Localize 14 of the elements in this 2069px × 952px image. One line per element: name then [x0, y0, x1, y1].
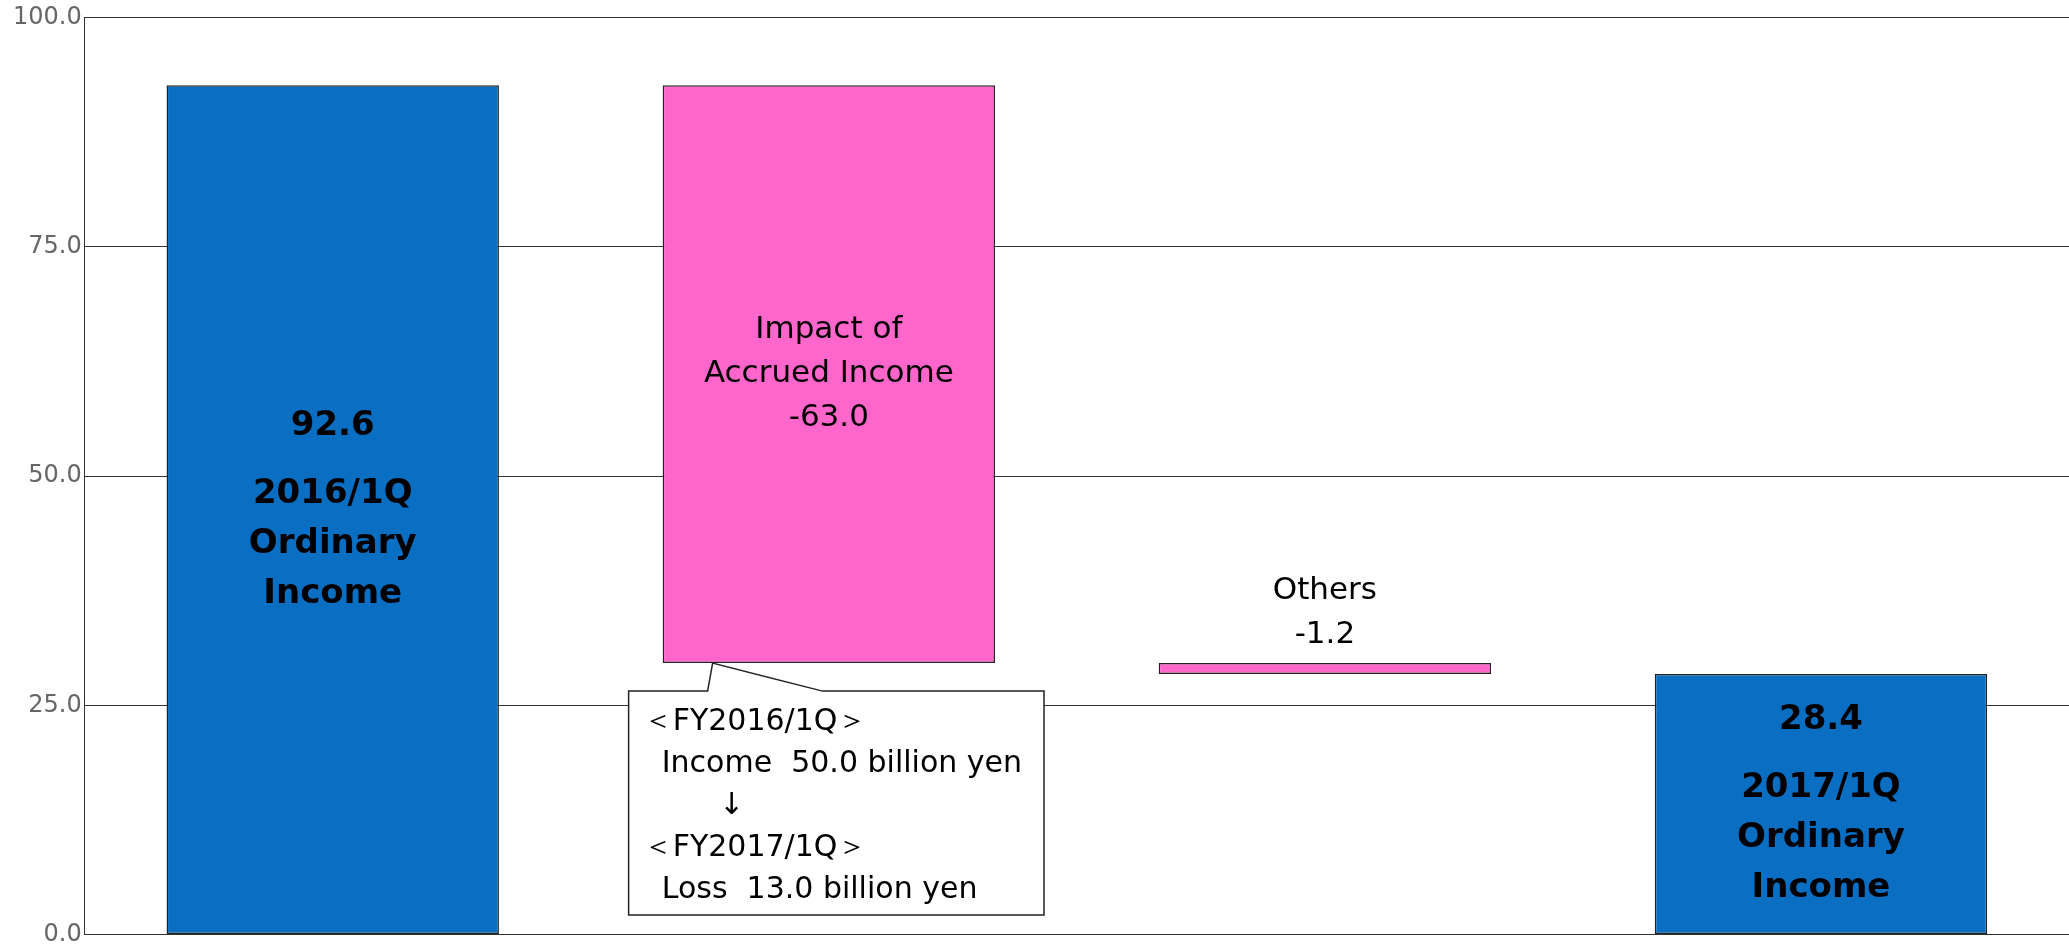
annotation: ＜FY2016/1Q＞ Income 50.0 billion yen ↓ ＜FY2017/1Q＞ Loss 13.0 billion yen — [642, 701, 1023, 905]
x-tick-label: Impact of Accrued Income — [703, 309, 954, 390]
data-label: 92.6 — [290, 402, 375, 443]
y-tick-label: 50.0 — [28, 460, 82, 489]
y-tick-label: 100.0 — [12, 1, 82, 30]
data-label: -63.0 — [788, 397, 869, 434]
y-tick-label: 75.0 — [28, 230, 82, 259]
y-tick-label: 0.0 — [43, 918, 82, 947]
x-tick-label: 2017/1Q Ordinary Income — [1737, 764, 1905, 905]
x-tick-label: 2016/1Q Ordinary Income — [248, 470, 417, 611]
data-label: 28.4 — [1779, 696, 1863, 737]
data-label: -1.2 — [1294, 614, 1356, 651]
x-tick-label: Others — [1272, 570, 1377, 607]
y-tick-label: 25.0 — [28, 689, 82, 718]
